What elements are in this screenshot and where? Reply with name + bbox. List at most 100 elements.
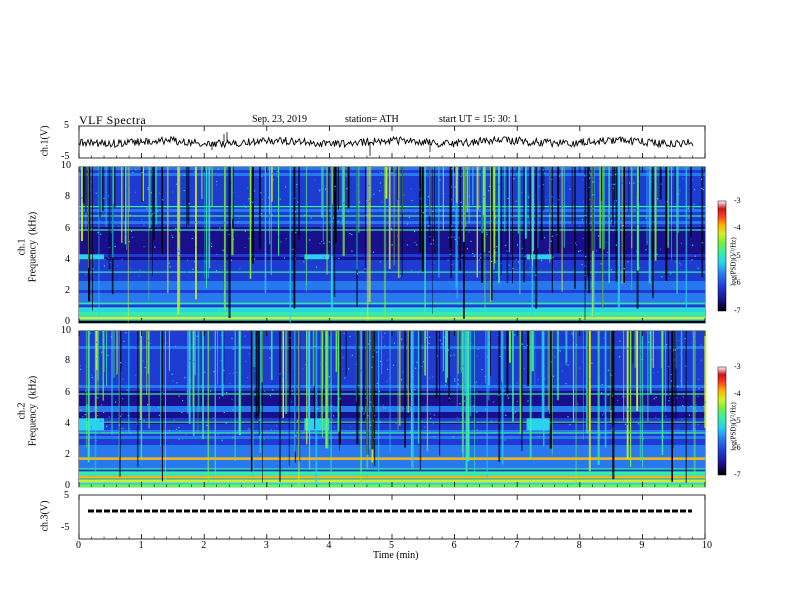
noise-speck: [97, 232, 99, 234]
noise-speck: [269, 348, 271, 350]
noise-speck: [676, 397, 678, 399]
noise-speck: [500, 263, 502, 265]
noise-speck: [229, 373, 231, 375]
noise-speck: [247, 377, 249, 379]
noise-speck: [551, 179, 553, 181]
noise-speck: [498, 422, 500, 424]
sferic-streak: [305, 167, 307, 292]
spectrogram-band: [79, 442, 705, 446]
noise-speck: [486, 231, 488, 234]
sferic-streak: [320, 331, 323, 422]
sferic-streak: [401, 167, 403, 277]
spectrogram-band: [79, 388, 705, 392]
sferic-streak: [192, 331, 194, 407]
noise-speck: [331, 405, 333, 407]
noise-speck: [254, 190, 256, 192]
noise-speck: [443, 336, 445, 338]
spectrogram-band: [79, 188, 705, 192]
noise-speck: [452, 436, 454, 438]
noise-speck: [565, 430, 567, 432]
sferic-streak: [205, 167, 207, 289]
noise-speck: [360, 369, 362, 372]
sferic-streak: [127, 167, 129, 323]
noise-speck: [670, 380, 672, 382]
noise-speck: [278, 236, 280, 238]
transmitter-block: [304, 254, 330, 260]
noise-speck: [501, 381, 503, 383]
spectrogram-line: [79, 271, 705, 273]
sferic-streak: [330, 331, 332, 475]
noise-speck: [656, 405, 658, 407]
noise-speck: [162, 391, 164, 393]
noise-speck: [554, 356, 556, 358]
spectrogram-band: [79, 209, 705, 213]
noise-speck: [410, 431, 412, 433]
noise-speck: [270, 429, 272, 431]
noise-speck: [608, 184, 610, 186]
sferic-streak: [478, 167, 480, 210]
noise-speck: [185, 434, 187, 436]
sferic-streak: [482, 167, 485, 216]
noise-speck: [265, 275, 267, 277]
noise-speck: [226, 391, 228, 394]
noise-speck: [611, 220, 613, 222]
noise-speck: [439, 339, 441, 341]
noise-speck: [219, 227, 221, 229]
noise-speck: [131, 230, 133, 232]
spectrogram-band: [79, 361, 705, 365]
sferic-streak: [321, 331, 324, 390]
noise-speck: [260, 215, 262, 217]
noise-speck: [271, 173, 273, 175]
noise-speck: [430, 243, 432, 245]
noise-speck: [101, 351, 103, 353]
spectrogram-band: [79, 355, 705, 359]
noise-speck: [253, 370, 256, 372]
sferic-streak: [534, 331, 536, 387]
noise-speck: [444, 384, 447, 386]
noise-speck: [139, 269, 141, 271]
noise-speck: [144, 366, 146, 369]
sferic-streak: [258, 331, 260, 414]
sferic-streak: [116, 331, 118, 374]
spectrogram-band: [79, 284, 705, 288]
noise-speck: [624, 396, 626, 398]
noise-speck: [704, 416, 706, 418]
sferic-streak: [435, 331, 438, 399]
spectrogram-band: [79, 191, 705, 195]
noise-speck: [490, 257, 492, 259]
noise-speck: [550, 361, 552, 363]
noise-speck: [581, 221, 583, 223]
noise-speck: [99, 431, 101, 433]
noise-speck: [216, 184, 218, 186]
noise-speck: [229, 382, 231, 385]
noise-speck: [132, 172, 134, 174]
sferic-streak: [335, 331, 337, 372]
sferic-streak: [448, 331, 450, 402]
sferic-streak: [249, 167, 252, 279]
noise-speck: [306, 397, 308, 399]
noise-speck: [608, 215, 610, 217]
sferic-streak: [455, 167, 458, 289]
noise-speck: [592, 194, 594, 196]
sferic-streak: [331, 167, 333, 204]
noise-speck: [221, 439, 223, 441]
noise-speck: [615, 200, 617, 202]
noise-speck: [232, 192, 234, 194]
noise-speck: [433, 436, 435, 438]
noise-speck: [276, 171, 278, 173]
noise-speck: [627, 408, 629, 410]
noise-speck: [615, 244, 617, 246]
noise-speck: [367, 415, 369, 417]
noise-speck: [414, 230, 416, 233]
date-label: Sep. 23, 2019: [252, 114, 307, 125]
noise-speck: [626, 423, 628, 425]
sferic-streak: [137, 331, 139, 467]
sferic-streak: [638, 167, 640, 203]
noise-speck: [326, 208, 329, 210]
x-tick-label: 6: [451, 540, 457, 551]
noise-speck: [295, 211, 297, 213]
noise-speck: [412, 376, 414, 378]
noise-speck: [342, 356, 344, 359]
noise-speck: [495, 252, 497, 254]
noise-speck: [289, 345, 291, 348]
